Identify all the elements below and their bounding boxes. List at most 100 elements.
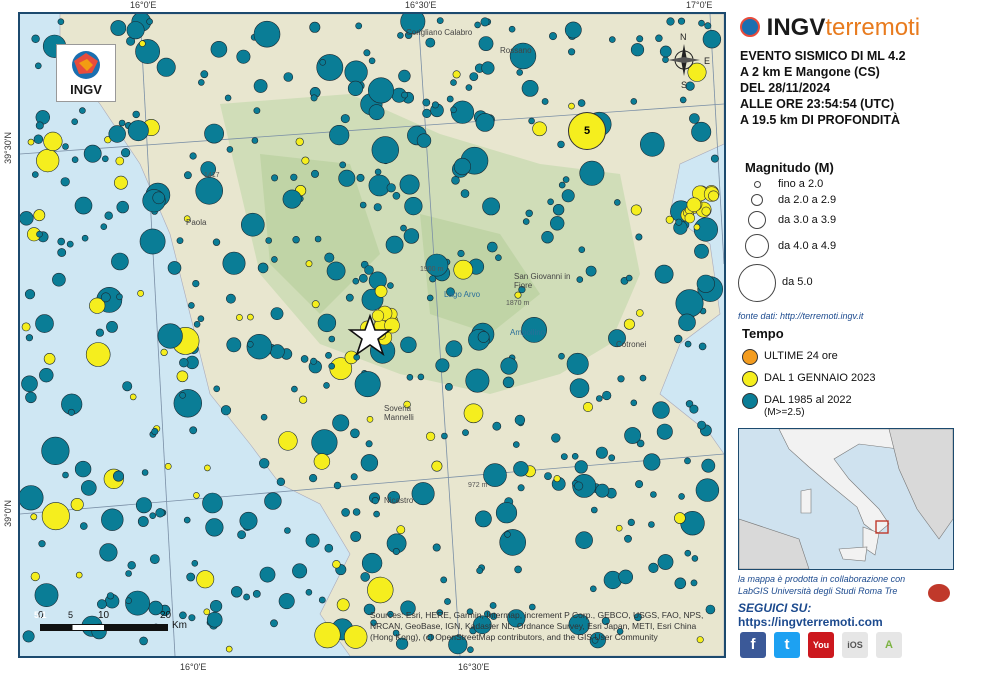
earthquake-marker [305, 533, 320, 548]
earthquake-marker [213, 385, 220, 393]
earthquake-marker [477, 331, 490, 343]
earthquake-marker [186, 572, 196, 582]
earthquake-marker [313, 453, 331, 470]
earthquake-marker [396, 637, 409, 650]
earthquake-marker [450, 100, 475, 124]
earthquake-marker [62, 143, 69, 150]
earthquake-marker [689, 404, 699, 414]
earthquake-marker [578, 246, 586, 253]
earthquake-marker [81, 480, 97, 496]
earthquake-marker [189, 426, 198, 435]
earthquake-marker [152, 191, 165, 205]
earthquake-marker [100, 292, 111, 303]
earthquake-marker [679, 96, 687, 104]
earthquake-marker [366, 415, 374, 423]
earthquake-marker [696, 274, 715, 293]
time-label-last24: ULTIME 24 ore [764, 350, 838, 362]
earthquake-marker [299, 395, 308, 404]
mag-circle-1 [754, 181, 761, 188]
earthquake-marker [572, 473, 597, 498]
earthquake-marker [332, 414, 350, 432]
earthquake-marker [74, 196, 93, 215]
tick-left-39: 39°0'N [3, 500, 13, 527]
earthquake-marker [135, 497, 152, 514]
earthquake-marker [475, 113, 495, 132]
earthquake-marker [371, 136, 399, 164]
earthquake-marker [516, 69, 524, 76]
inset-area-box [875, 520, 889, 534]
earthquake-marker [561, 189, 575, 203]
earthquake-marker [514, 565, 522, 574]
earthquake-marker [97, 599, 107, 610]
earthquake-marker [483, 463, 507, 487]
earthquake-marker [522, 218, 530, 225]
earthquake-marker [635, 233, 643, 241]
earthquake-marker [75, 571, 83, 579]
youtube-icon[interactable]: You [808, 632, 834, 658]
earthquake-marker [481, 61, 495, 75]
earthquake-marker [259, 458, 270, 469]
compass-rose-icon [668, 44, 700, 76]
earthquake-marker [311, 300, 320, 309]
earthquake-marker [314, 621, 341, 649]
earthquake-marker [212, 238, 221, 246]
place-cotronei: Cotronei [616, 340, 647, 349]
earthquake-marker [319, 58, 327, 66]
scale-unit: Km [172, 620, 187, 631]
earthquake-marker [630, 204, 642, 216]
earthquake-marker [528, 117, 535, 125]
android-icon[interactable]: A [876, 632, 902, 658]
earthquake-marker-recent [708, 190, 719, 202]
earthquake-marker [344, 625, 368, 649]
compass-s: S [681, 80, 687, 90]
earthquake-marker [52, 272, 66, 287]
earthquake-marker [568, 102, 575, 110]
map-view[interactable]: N S E Corigliano Calabro Rossano Paola S… [18, 12, 726, 658]
earthquake-marker [21, 322, 31, 332]
earthquake-marker [361, 552, 383, 574]
mag-circle-4 [745, 234, 769, 258]
earthquake-marker [474, 21, 481, 29]
earthquake-marker [364, 265, 374, 275]
earthquake-marker [595, 483, 610, 498]
earthquake-marker [329, 124, 350, 146]
earthquake-marker [630, 98, 638, 105]
place-soveria: Soveria Mannelli [384, 404, 414, 422]
earthquake-marker [83, 144, 102, 163]
earthquake-marker [624, 427, 642, 444]
earthquake-marker [659, 45, 672, 58]
earthquake-marker [89, 297, 106, 314]
earthquake-marker [253, 20, 281, 48]
big-event-marker[interactable]: 5 [568, 112, 606, 150]
earthquake-marker [603, 570, 622, 590]
earthquake-marker [38, 540, 46, 548]
earthquake-marker [387, 282, 394, 289]
earthquake-marker [114, 175, 128, 190]
earthquake-marker [403, 228, 420, 244]
earthquake-marker [558, 181, 566, 189]
earthquake-marker [292, 563, 308, 579]
earthquake-marker [478, 36, 494, 51]
earthquake-marker [674, 512, 686, 524]
earthquake-marker [193, 320, 201, 328]
site-link[interactable]: https://ingvterremoti.com [738, 615, 883, 629]
earthquake-marker [360, 454, 379, 472]
earthquake-marker [125, 597, 132, 605]
earthquake-marker [323, 382, 330, 389]
facebook-icon[interactable]: f [740, 632, 766, 658]
earthquake-marker [623, 318, 635, 330]
earthquake-marker [696, 636, 704, 644]
earthquake-marker [472, 615, 492, 635]
earthquake-marker [251, 137, 259, 144]
earthquake-marker [532, 121, 547, 137]
earthquake-marker [685, 81, 695, 91]
earthquake-marker [341, 508, 350, 517]
twitter-icon[interactable]: t [774, 632, 800, 658]
earthquake-marker [360, 572, 371, 582]
earthquake-marker [60, 177, 70, 187]
earthquake-marker [441, 432, 448, 440]
earthquake-marker [690, 579, 698, 587]
earthquake-marker [71, 156, 79, 163]
ios-icon[interactable]: iOS [842, 632, 868, 658]
data-source[interactable]: fonte dati: http://terremoti.ingv.it [738, 311, 864, 321]
